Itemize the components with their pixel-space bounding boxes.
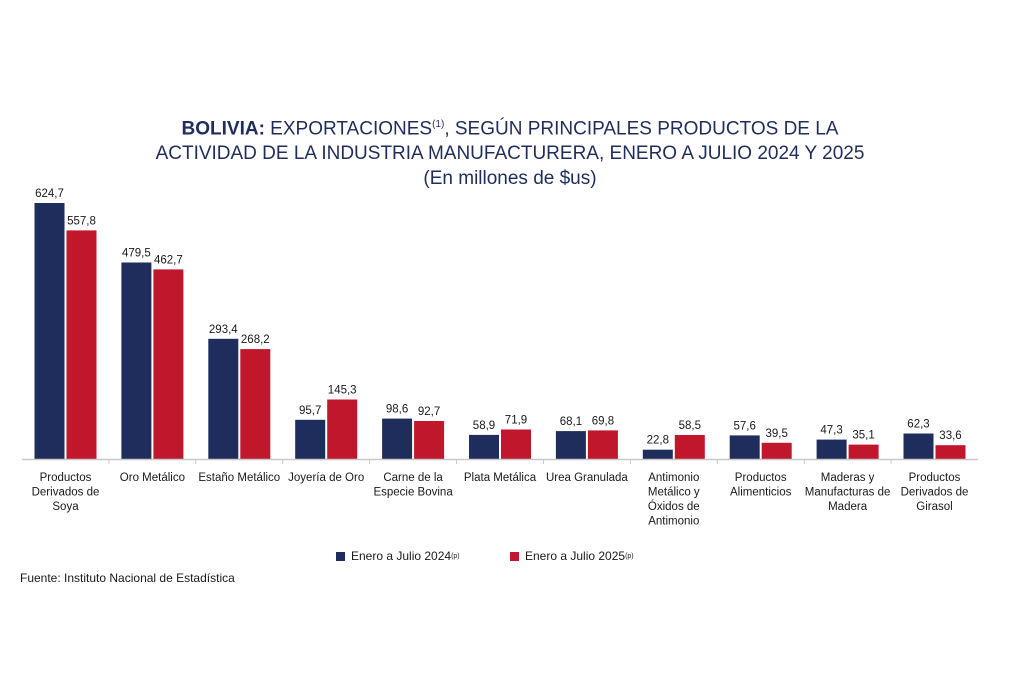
value-label-2024-5: 58,9 <box>473 420 495 432</box>
source-note: Fuente: Instituto Nacional de Estadístic… <box>20 571 235 585</box>
value-label-2024-2: 293,4 <box>209 324 238 336</box>
category-label-line: Maderas y <box>821 472 875 484</box>
legend-label-2024: Enero a Julio 2024 <box>351 549 452 563</box>
bar-2024-1 <box>121 262 152 459</box>
category-label-line: Antimonio <box>648 516 699 528</box>
bar-2024-8 <box>729 435 760 459</box>
bar-2025-5 <box>501 429 531 459</box>
legend-swatch-2024 <box>336 551 345 561</box>
bar-2024-6 <box>555 431 586 459</box>
title-line-1: BOLIVIA: EXPORTACIONES(1), SEGÚN PRINCIP… <box>0 112 1020 141</box>
category-label-line: Óxidos de <box>648 500 700 513</box>
category-label-line: Especie Bovina <box>373 487 453 499</box>
bars-group <box>34 203 966 464</box>
value-label-2024-0: 624,7 <box>35 188 64 200</box>
bar-2024-9 <box>816 439 847 459</box>
bar-2024-5 <box>469 434 499 459</box>
value-label-2024-6: 68,1 <box>560 416 582 428</box>
bar-2025-10 <box>935 445 966 459</box>
bar-2024-0 <box>34 203 65 459</box>
category-label-line: Urea Granulada <box>546 472 628 484</box>
category-label-line: Derivados de <box>32 487 100 499</box>
bar-2024-2 <box>208 338 239 459</box>
title-bold: BOLIVIA: <box>181 118 265 140</box>
bar-2024-4 <box>382 418 413 459</box>
category-label-0: Productos Derivados de Soya <box>32 472 100 513</box>
category-label-9: Maderas y Manufacturas de Madera <box>805 472 891 513</box>
category-label-4: Carne de la Especie Bovina <box>373 472 453 499</box>
category-label-line: Madera <box>828 501 868 513</box>
category-label-line: Antimonio <box>648 472 699 484</box>
category-label-line: Manufacturas de <box>805 487 891 499</box>
category-label-line: Metálico y <box>648 487 700 499</box>
bar-2024-7 <box>642 449 673 459</box>
category-label-7: Antimonio Metálico y Óxidos de Antimonio <box>648 472 700 528</box>
value-label-2025-9: 35,1 <box>852 430 874 442</box>
bar-2025-0 <box>66 230 97 459</box>
value-label-2025-2: 268,2 <box>241 334 270 346</box>
chart-subtitle: (En millones de $us) <box>423 168 597 190</box>
bar-2025-3 <box>327 399 358 459</box>
legend-item-2025: Enero a Julio 2025 (p) <box>510 549 634 563</box>
bar-2025-2 <box>240 349 271 459</box>
value-label-2025-10: 33,6 <box>939 430 961 442</box>
category-label-line: Derivados de <box>901 487 969 499</box>
category-label-line: Productos <box>735 472 787 484</box>
category-label-line: Plata Metálica <box>464 472 537 484</box>
bar-2025-8 <box>761 442 792 459</box>
category-label-line: Productos <box>909 472 961 484</box>
legend-swatch-2025 <box>510 551 519 561</box>
value-label-2024-7: 22,8 <box>647 435 669 447</box>
chart-title: BOLIVIA: EXPORTACIONES(1), SEGÚN PRINCIP… <box>0 112 1020 191</box>
category-label-line: Alimenticios <box>730 487 792 499</box>
bar-2025-1 <box>153 269 184 459</box>
legend-sup-2025: (p) <box>625 552 634 560</box>
category-label-10: Productos Derivados de Girasol <box>901 472 969 513</box>
category-label-8: Productos Alimenticios <box>730 472 792 499</box>
value-label-2024-9: 47,3 <box>820 425 842 437</box>
title-footnote: (1) <box>432 119 445 130</box>
value-label-2024-1: 479,5 <box>122 248 151 260</box>
value-label-2024-3: 95,7 <box>299 405 321 417</box>
category-label-6: Urea Granulada <box>546 472 628 484</box>
value-label-2024-10: 62,3 <box>907 419 929 431</box>
title-line-2: ACTIVIDAD DE LA INDUSTRIA MANUFACTURERA,… <box>155 143 865 165</box>
value-label-2025-4: 92,7 <box>418 406 440 418</box>
bar-2025-9 <box>848 444 879 459</box>
legend-sup-2024: (p) <box>451 552 460 560</box>
category-label-line: Joyería de Oro <box>288 472 364 484</box>
category-labels-group: Productos Derivados de Soya Oro Metálico Est… <box>32 472 969 528</box>
category-label-line: Carne de la <box>383 472 443 484</box>
value-label-2025-0: 557,8 <box>67 215 96 227</box>
value-label-2025-3: 145,3 <box>328 385 357 397</box>
value-label-2025-6: 69,8 <box>592 415 614 427</box>
bar-2025-4 <box>414 421 445 459</box>
bar-2025-6 <box>587 430 618 459</box>
value-label-2025-5: 71,9 <box>505 415 527 427</box>
category-label-line: Productos <box>40 472 92 484</box>
category-label-1: Oro Metálico <box>120 472 185 484</box>
category-label-5: Plata Metálica <box>464 472 537 484</box>
category-label-3: Joyería de Oro <box>288 472 364 484</box>
category-label-line: Soya <box>52 501 79 513</box>
title-rest: EXPORTACIONES <box>264 118 433 140</box>
value-label-2025-7: 58,5 <box>679 420 701 432</box>
bar-2024-10 <box>903 433 934 459</box>
bar-2025-7 <box>674 435 705 459</box>
legend-label-2025: Enero a Julio 2025 <box>525 549 626 563</box>
category-label-line: Girasol <box>916 501 952 513</box>
title-tail: , SEGÚN PRINCIPALES PRODUCTOS DE LA <box>444 118 839 140</box>
category-label-line: Oro Metálico <box>120 472 185 484</box>
category-label-line: Estaño Metálico <box>198 472 280 484</box>
value-label-2024-8: 57,6 <box>734 420 756 432</box>
category-label-2: Estaño Metálico <box>198 472 280 484</box>
value-label-2024-4: 98,6 <box>386 404 408 416</box>
value-label-2025-8: 39,5 <box>766 428 788 440</box>
value-label-2025-1: 462,7 <box>154 254 183 266</box>
bar-2024-3 <box>295 419 326 459</box>
legend-item-2024: Enero a Julio 2024 (p) <box>336 549 460 563</box>
